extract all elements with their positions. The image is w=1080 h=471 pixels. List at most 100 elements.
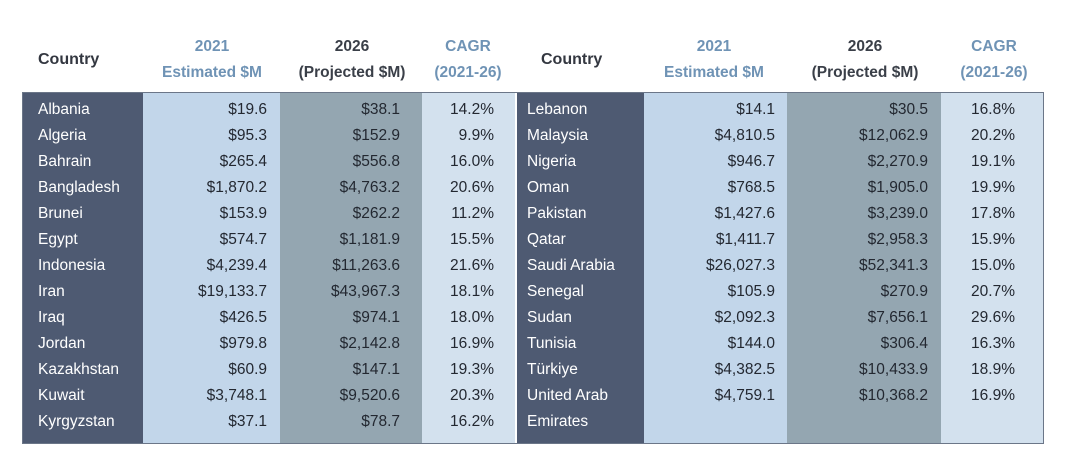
estimated-2021-cell: $1,870.2 xyxy=(206,179,267,196)
estimated-2021-cell: $37.1 xyxy=(228,413,267,430)
country-cell: Saudi Arabia xyxy=(527,257,615,274)
projected-2026-cell: $43,967.3 xyxy=(331,283,400,300)
cagr-cell: 16.8% xyxy=(971,101,1015,118)
table-row: Iraq $426.5 $974.1 18.0% xyxy=(0,305,1080,331)
projected-2026-cell xyxy=(787,409,928,435)
projected-2026-cell: $2,142.8 xyxy=(339,335,400,352)
header-country-label: Country xyxy=(38,51,100,68)
cagr-cell: 18.0% xyxy=(450,309,494,326)
projected-2026-cell: $52,341.3 xyxy=(859,257,928,274)
header-2021-sub: Estimated $M xyxy=(162,64,262,81)
table-row: Iran $19,133.7 $43,967.3 18.1% xyxy=(0,279,1080,305)
estimated-2021-cell: $4,759.1 xyxy=(714,387,775,404)
country-cell: Nigeria xyxy=(527,153,577,170)
table-row: Oman $768.5 $1,905.0 19.9% xyxy=(0,175,1080,201)
table-row: Pakistan $1,427.6 $3,239.0 17.8% xyxy=(0,201,1080,227)
estimated-2021-cell: $26,027.3 xyxy=(706,257,775,274)
country-cell: Pakistan xyxy=(527,205,587,222)
cagr-cell: 16.2% xyxy=(450,413,494,430)
country-cell: Türkiye xyxy=(527,361,578,378)
country-cell: Egypt xyxy=(38,231,78,248)
estimated-column-left xyxy=(143,93,280,444)
projected-2026-cell: $147.1 xyxy=(352,361,400,378)
header-2021-right: 2021 Estimated $M xyxy=(645,34,783,86)
cagr-cell: 19.1% xyxy=(971,153,1015,170)
cagr-cell: 14.2% xyxy=(450,101,494,118)
projected-2026-cell: $2,958.3 xyxy=(867,231,928,248)
cagr-column-left xyxy=(422,93,515,444)
country-cell: Senegal xyxy=(527,283,584,300)
estimated-2021-cell: $19.6 xyxy=(228,101,267,118)
estimated-2021-cell: $979.8 xyxy=(219,335,267,352)
estimated-2021-cell: $265.4 xyxy=(219,153,267,170)
estimated-2021-cell: $14.1 xyxy=(736,101,775,118)
estimated-2021-cell: $153.9 xyxy=(219,205,267,222)
cagr-cell: 16.9% xyxy=(450,335,494,352)
header-2026-year: 2026 xyxy=(334,38,370,55)
cagr-cell: 15.9% xyxy=(971,231,1015,248)
country-cell: Lebanon xyxy=(527,101,588,118)
projected-2026-cell: $2,270.9 xyxy=(867,153,928,170)
country-cell: Albania xyxy=(38,101,90,118)
country-cell: Bangladesh xyxy=(38,179,120,196)
table-row: Kyrgyzstan $37.1 $78.7 16.2% xyxy=(0,409,1080,435)
projected-2026-cell: $974.1 xyxy=(352,309,400,326)
country-cell: Tunisia xyxy=(527,335,577,352)
table-row: Albania $19.6 $38.1 14.2% xyxy=(0,97,1080,123)
country-cell: Iran xyxy=(38,283,65,300)
estimated-2021-cell: $144.0 xyxy=(727,335,775,352)
table-row: Malaysia $4,810.5 $12,062.9 20.2% xyxy=(0,123,1080,149)
cagr-cell: 16.9% xyxy=(971,387,1015,404)
estimated-2021-cell: $426.5 xyxy=(219,309,267,326)
projected-column-left xyxy=(280,93,422,444)
estimated-2021-cell: $768.5 xyxy=(727,179,775,196)
estimated-2021-cell xyxy=(644,409,775,435)
projected-2026-cell: $10,433.9 xyxy=(859,361,928,378)
estimated-column-right xyxy=(644,93,787,444)
table-row: Nigeria $946.7 $2,270.9 19.1% xyxy=(0,149,1080,175)
header-cagr-sub: (2021-26) xyxy=(434,64,502,81)
projected-2026-cell: $9,520.6 xyxy=(339,387,400,404)
projected-2026-cell: $306.4 xyxy=(880,335,928,352)
estimated-2021-cell: $1,411.7 xyxy=(715,231,775,248)
cagr-cell: 16.3% xyxy=(971,335,1015,352)
header-2026-left: 2026 (Projected $M) xyxy=(283,34,421,86)
table-row: Kuwait $3,748.1 $9,520.6 20.3% xyxy=(0,383,1080,409)
header-2021-year: 2021 xyxy=(696,38,732,55)
table-row: Saudi Arabia $26,027.3 $52,341.3 15.0% xyxy=(0,253,1080,279)
table-row: Algeria $95.3 $152.9 9.9% xyxy=(0,123,1080,149)
estimated-2021-cell: $574.7 xyxy=(219,231,267,248)
estimated-2021-cell: $4,382.5 xyxy=(714,361,775,378)
estimated-2021-cell: $4,239.4 xyxy=(206,257,267,274)
estimated-2021-cell: $19,133.7 xyxy=(198,283,267,300)
cagr-cell: 21.6% xyxy=(450,257,494,274)
table-row: Egypt $574.7 $1,181.9 15.5% xyxy=(0,227,1080,253)
projected-2026-cell: $3,239.0 xyxy=(867,205,928,222)
header-country-right: Country xyxy=(541,34,641,86)
cagr-cell: 11.2% xyxy=(451,205,494,222)
country-cell: United Arab xyxy=(527,387,608,404)
table-row: Kazakhstan $60.9 $147.1 19.3% xyxy=(0,357,1080,383)
country-cell: Iraq xyxy=(38,309,65,326)
cagr-cell: 19.9% xyxy=(971,179,1015,196)
header-2026-sub: (Projected $M) xyxy=(298,64,406,81)
header-2026-sub: (Projected $M) xyxy=(811,64,919,81)
cagr-cell: 15.5% xyxy=(450,231,494,248)
projected-2026-cell: $1,905.0 xyxy=(867,179,928,196)
country-cell: Bahrain xyxy=(38,153,92,170)
estimated-2021-cell: $95.3 xyxy=(228,127,267,144)
projected-2026-cell: $30.5 xyxy=(889,101,928,118)
cagr-cell: 9.9% xyxy=(458,127,494,144)
table-row: Qatar $1,411.7 $2,958.3 15.9% xyxy=(0,227,1080,253)
projected-2026-cell: $7,656.1 xyxy=(867,309,928,326)
estimated-2021-cell: $2,092.3 xyxy=(714,309,775,326)
projected-2026-cell: $1,181.9 xyxy=(339,231,400,248)
country-cell: Emirates xyxy=(527,413,589,430)
cagr-cell: 20.6% xyxy=(450,179,494,196)
projected-2026-cell: $38.1 xyxy=(361,101,400,118)
country-cell: Kyrgyzstan xyxy=(38,413,115,430)
table-row: Türkiye $4,382.5 $10,433.9 18.9% xyxy=(0,357,1080,383)
header-country-label: Country xyxy=(541,51,603,68)
header-cagr-title: CAGR xyxy=(971,38,1017,55)
